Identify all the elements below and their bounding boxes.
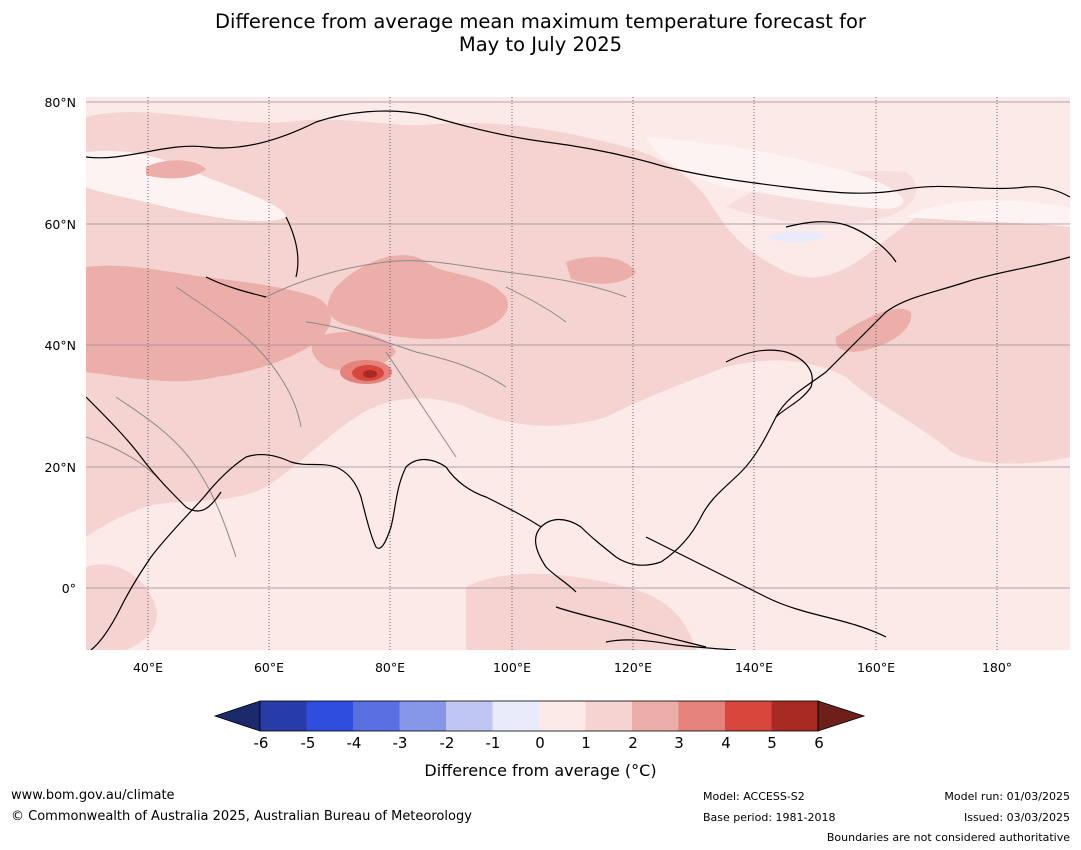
colorbar-tick-4: 4 [721, 734, 731, 752]
colorbar-segment [632, 701, 679, 731]
colorbar-tick-minus5: -5 [300, 734, 316, 752]
colorbar-tick-3: 3 [674, 734, 684, 752]
issued-text: Issued: 03/03/2025 [963, 811, 1070, 824]
anomaly-hotspot [340, 360, 392, 384]
lon-label-100e: 100°E [492, 660, 531, 675]
lon-label-80e: 80°E [374, 660, 406, 675]
colorbar-tick-0: 0 [535, 734, 545, 752]
lon-label-180: 180° [981, 660, 1013, 675]
colorbar-segment [771, 701, 818, 731]
colorbar-tick-6: 6 [814, 734, 824, 752]
colorbar-segment [585, 701, 632, 731]
lon-label-140e: 140°E [734, 660, 773, 675]
anomaly-1-2-zones [86, 112, 1070, 650]
colorbar [214, 700, 866, 732]
model-run-text: Model run: 01/03/2025 [944, 790, 1070, 803]
anomaly-0-1-zones [86, 137, 1070, 227]
lon-label-60e: 60°E [253, 660, 285, 675]
colorbar-title: Difference from average (°C) [424, 761, 657, 780]
colorbar-tick-2: 2 [628, 734, 638, 752]
colorbar-tick-minus4: -4 [346, 734, 362, 752]
lat-label-40n: 40°N [44, 338, 76, 353]
colorbar-segment [678, 701, 725, 731]
model-text: Model: ACCESS-S2 [703, 790, 805, 803]
lon-label-40e: 40°E [132, 660, 164, 675]
title-line-1: Difference from average mean maximum tem… [215, 10, 866, 33]
country-borders [86, 260, 627, 558]
lat-label-60n: 60°N [44, 217, 76, 232]
colorbar-tick-minus1: -1 [485, 734, 501, 752]
chart-title: Difference from average mean maximum tem… [0, 10, 1081, 56]
colorbar-segment [260, 701, 307, 731]
colorbar-extend-low [214, 700, 261, 732]
lat-label-20n: 20°N [44, 460, 76, 475]
colorbar-segment [725, 701, 772, 731]
anomaly-cool-patch [766, 230, 826, 243]
colorbar-tick-5: 5 [767, 734, 777, 752]
colorbar-segment [492, 701, 539, 731]
colorbar-tick-minus3: -3 [392, 734, 408, 752]
colorbar-tick-minus6: -6 [253, 734, 269, 752]
title-line-2: May to July 2025 [458, 33, 623, 56]
coastlines [86, 110, 1070, 650]
colorbar-frame [259, 700, 819, 732]
lon-label-160e: 160°E [856, 660, 895, 675]
colorbar-segment [446, 701, 493, 731]
copyright-text: © Commonwealth of Australia 2025, Austra… [11, 809, 472, 824]
colorbar-tick-1: 1 [581, 734, 591, 752]
graticule [86, 97, 1070, 650]
colorbar-segment [399, 701, 446, 731]
colorbar-tick-minus2: -2 [439, 734, 455, 752]
lon-label-120e: 120°E [613, 660, 652, 675]
lat-label-0: 0° [61, 581, 76, 596]
anomaly-2-3-zones [86, 160, 912, 382]
colorbar-extend-high [817, 700, 866, 732]
map-canvas [86, 97, 1070, 650]
colorbar-segment [306, 701, 353, 731]
boundaries-disclaimer: Boundaries are not considered authoritat… [826, 831, 1070, 844]
website-link[interactable]: www.bom.gov.au/climate [11, 788, 175, 803]
colorbar-segment [353, 701, 400, 731]
base-period-text: Base period: 1981-2018 [703, 811, 836, 824]
colorbar-segment [539, 701, 586, 731]
lat-label-80n: 80°N [44, 95, 76, 110]
forecast-map [86, 97, 1070, 650]
